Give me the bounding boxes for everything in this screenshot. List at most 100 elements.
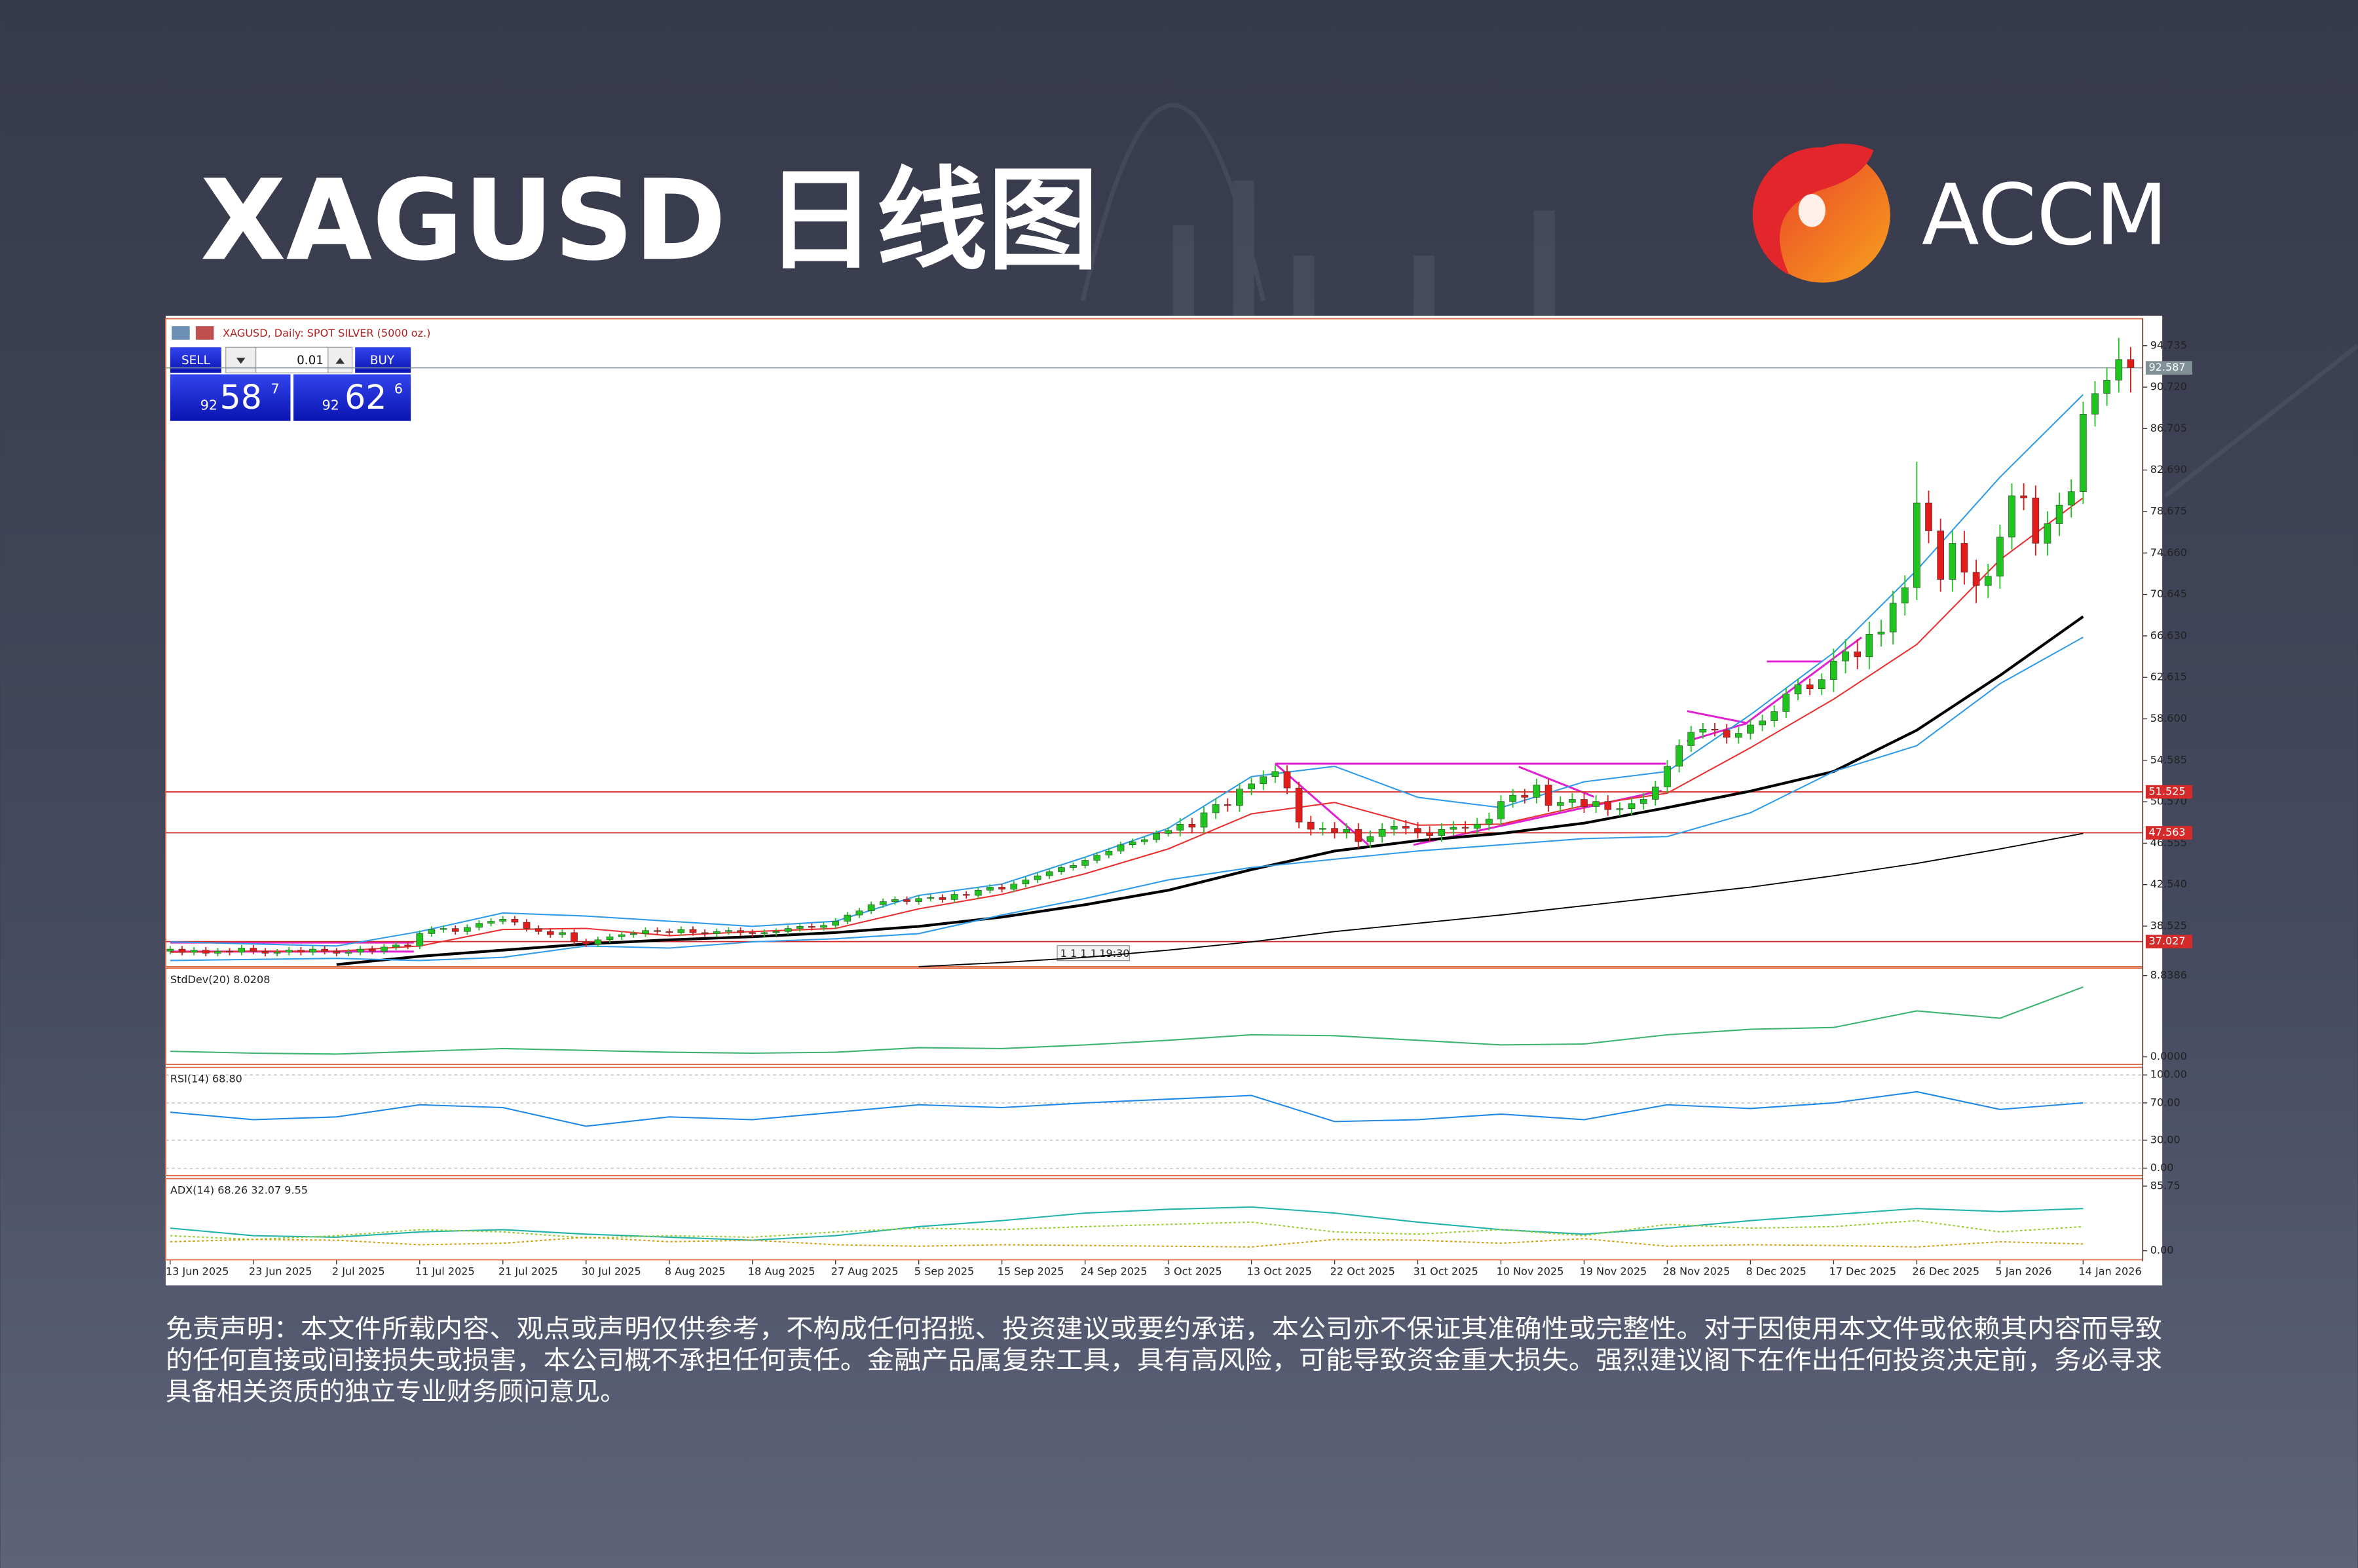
candle-body [1402, 826, 1410, 829]
candle-body [2008, 495, 2015, 538]
x-tick-label: 17 Dec 2025 [1829, 1265, 1897, 1277]
candle-body [1129, 841, 1136, 846]
marker-flags: 1 1 1 1 [1060, 947, 1097, 960]
candle-body [594, 939, 602, 944]
bid-pip: 7 [271, 381, 280, 396]
candle-body [559, 932, 566, 935]
candle-body [1378, 829, 1386, 837]
candle-body [796, 926, 804, 929]
candle-body [1830, 660, 1837, 680]
candle-body [1248, 783, 1255, 789]
candle-body [962, 894, 970, 896]
candle-body [381, 946, 388, 952]
candle-body [1176, 824, 1184, 831]
candle-body [606, 936, 614, 941]
candle-body [986, 887, 994, 891]
candle-body [1604, 801, 1612, 810]
candle-body [2055, 504, 2063, 524]
candle-body [1639, 799, 1647, 804]
candle-body [1675, 745, 1683, 767]
ask-box[interactable] [293, 374, 411, 421]
candle-body [1486, 819, 1493, 825]
sell-button[interactable] [170, 347, 221, 373]
buy-label: BUY [370, 354, 395, 367]
candle-body [273, 952, 281, 954]
candle-body [476, 923, 483, 928]
candle-body [1105, 851, 1113, 855]
candle-body [1497, 801, 1505, 819]
candle-body [1854, 651, 1862, 658]
candle-body [737, 930, 744, 933]
x-tick-label: 10 Nov 2025 [1497, 1265, 1564, 1277]
candle-body [642, 930, 649, 934]
candle-body [1188, 824, 1196, 828]
candle-body [867, 904, 875, 912]
buy-button[interactable] [355, 347, 411, 373]
candle-body [1723, 730, 1731, 738]
candle-body [1473, 824, 1481, 829]
candle-body [1010, 884, 1018, 889]
y-tick-label: 0.00 [2150, 1244, 2174, 1256]
candle-body [713, 931, 720, 934]
candle-body [487, 921, 495, 924]
candle-body [178, 948, 186, 953]
candle-body [166, 948, 174, 952]
x-tick-label: 26 Dec 2025 [1913, 1265, 1980, 1277]
candle-body [1937, 531, 1945, 580]
indicator-title: StdDev(20) 8.0208 [170, 973, 271, 986]
candle-body [1687, 732, 1695, 746]
y-tick-label: 30.00 [2150, 1133, 2180, 1146]
y-tick-label: 66.630 [2150, 629, 2187, 641]
x-tick-label: 28 Nov 2025 [1663, 1265, 1731, 1277]
candle-body [1461, 827, 1469, 829]
candle-body [309, 948, 316, 953]
candle-body [297, 950, 305, 953]
candle-body [1070, 865, 1077, 868]
candle-body [1165, 830, 1172, 834]
price-level-tag [2145, 935, 2193, 948]
chart-header: XAGUSD, Daily: SPOT SILVER (5000 oz.) [172, 326, 430, 340]
overlay-line [170, 497, 2084, 953]
y-tick-label: 78.675 [2150, 504, 2187, 517]
x-tick-label: 8 Aug 2025 [665, 1265, 726, 1277]
candle-body [629, 933, 637, 935]
candle-body [1450, 827, 1457, 830]
candle-body [1960, 543, 1968, 572]
current-price-tag [2145, 361, 2193, 375]
candle-body [190, 950, 198, 953]
candle-body [1366, 836, 1374, 842]
bid-main: 58 [220, 378, 262, 417]
indicator-line [170, 1091, 2084, 1127]
x-tick-label: 30 Jul 2025 [582, 1265, 641, 1277]
candle-body [677, 929, 685, 933]
candle-body [2044, 523, 2051, 544]
candle-body [499, 919, 507, 922]
logo [1752, 143, 1890, 283]
candle-body [939, 897, 946, 900]
ask-big: 92 [322, 398, 339, 413]
candle-body [2032, 497, 2040, 544]
candle-body [356, 948, 364, 953]
x-tick-label: 13 Jun 2025 [166, 1265, 229, 1277]
candle-body [202, 950, 210, 954]
candle-body [1058, 867, 1065, 872]
candle-body [416, 933, 424, 946]
candle-body [1034, 875, 1041, 880]
candle-body [1140, 839, 1148, 842]
candle-body [1581, 799, 1588, 807]
x-tick-label: 27 Aug 2025 [831, 1265, 899, 1277]
candle-body [1651, 787, 1659, 800]
candle-body [1984, 576, 1992, 586]
candle-body [214, 950, 221, 954]
candle-body [1794, 684, 1802, 694]
bid-box[interactable] [170, 374, 291, 421]
y-tick-label: 0.00 [2150, 1161, 2174, 1174]
x-tick-label: 21 Jul 2025 [498, 1265, 558, 1277]
indicator-line [170, 1206, 2084, 1241]
candle-body [440, 928, 447, 930]
candle-body [772, 931, 780, 933]
x-tick-label: 11 Jul 2025 [415, 1265, 475, 1277]
x-tick-label: 19 Nov 2025 [1580, 1265, 1647, 1277]
candle-body [808, 926, 815, 928]
